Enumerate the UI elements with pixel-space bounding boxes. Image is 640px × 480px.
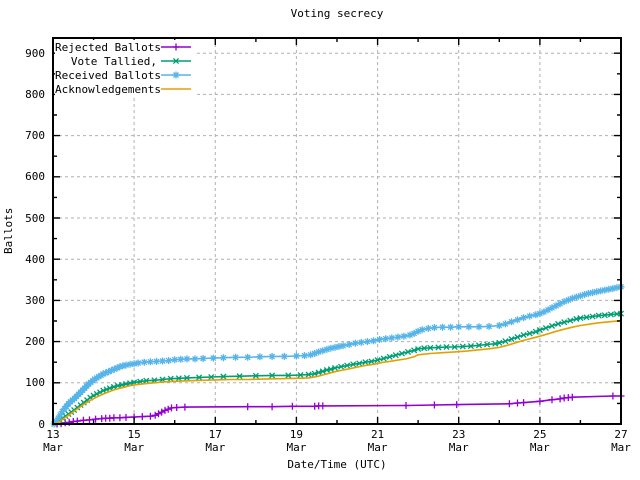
plot-border bbox=[52, 37, 622, 425]
x-tick-label: 21 Mar bbox=[356, 428, 400, 454]
y-tick-label: 900 bbox=[25, 46, 45, 60]
x-tick-month: Mar bbox=[367, 441, 388, 454]
x-tick-month: Mar bbox=[43, 441, 63, 454]
x-tick-label: 19 Mar bbox=[274, 428, 318, 454]
x-tick-day: 23 bbox=[452, 428, 466, 441]
x-tick-month: Mar bbox=[286, 441, 307, 454]
legend: Rejected Ballots Vote Tallied, Received … bbox=[55, 40, 197, 96]
y-tick-label: 100 bbox=[25, 376, 45, 390]
y-tick-label: 400 bbox=[25, 252, 45, 266]
legend-item-rejected-ballots: Rejected Ballots bbox=[55, 40, 195, 54]
legend-item-acknowledgements: Acknowledgements bbox=[55, 82, 195, 96]
x-tick-label: 23 Mar bbox=[437, 428, 481, 454]
x-tick-day: 13 bbox=[46, 428, 60, 441]
x-tick-day: 19 bbox=[289, 428, 304, 441]
x-tick-label: 17 Mar bbox=[193, 428, 237, 454]
y-tick-label: 0 bbox=[38, 417, 45, 431]
series-markers-0 bbox=[53, 392, 625, 428]
series-line-1 bbox=[53, 312, 622, 425]
y-tick-label: 300 bbox=[25, 293, 45, 307]
legend-sample-line bbox=[161, 43, 191, 51]
legend-sample-line bbox=[161, 57, 191, 65]
x-tick-month: Mar bbox=[448, 441, 469, 454]
legend-sample-line bbox=[161, 71, 191, 79]
x-tick-day: 27 bbox=[614, 428, 628, 441]
series-line-2 bbox=[53, 286, 622, 425]
x-tick-day: 15 bbox=[127, 428, 141, 441]
x-tick-day: 17 bbox=[208, 428, 222, 441]
legend-item-received-ballots: Received Ballots bbox=[55, 68, 195, 82]
x-tick-label: 15 Mar bbox=[112, 428, 156, 454]
x-tick-label: 25 Mar bbox=[518, 428, 562, 454]
legend-item-vote-tallied: Vote Tallied, bbox=[55, 54, 195, 68]
series-markers-1 bbox=[51, 310, 625, 428]
legend-label: Acknowledgements bbox=[55, 82, 161, 96]
gridlines bbox=[53, 38, 621, 424]
x-tick-day: 21 bbox=[370, 428, 385, 441]
y-tick-label: 500 bbox=[25, 211, 45, 225]
chart-title: Voting secrecy bbox=[290, 7, 384, 20]
x-tick-label: 13 Mar bbox=[31, 428, 75, 454]
x-tick-label: 27 Mar bbox=[599, 428, 640, 454]
x-tick-month: Mar bbox=[529, 441, 550, 454]
legend-sample-line bbox=[161, 88, 191, 90]
legend-label: Received Ballots bbox=[55, 68, 161, 82]
x-tick-month: Mar bbox=[124, 441, 145, 454]
legend-label: Rejected Ballots bbox=[55, 40, 161, 54]
legend-label: Vote Tallied, bbox=[70, 54, 157, 68]
x-tick-day: 25 bbox=[533, 428, 547, 441]
x-axis-label: Date/Time (UTC) bbox=[287, 458, 387, 471]
y-tick-label: 200 bbox=[25, 335, 45, 349]
y-tick-label: 600 bbox=[25, 170, 45, 184]
y-tick-label: 800 bbox=[25, 87, 45, 101]
y-tick-label: 700 bbox=[25, 129, 45, 143]
x-tick-month: Mar bbox=[611, 441, 631, 454]
x-tick-month: Mar bbox=[205, 441, 226, 454]
series-line-3 bbox=[54, 319, 622, 425]
